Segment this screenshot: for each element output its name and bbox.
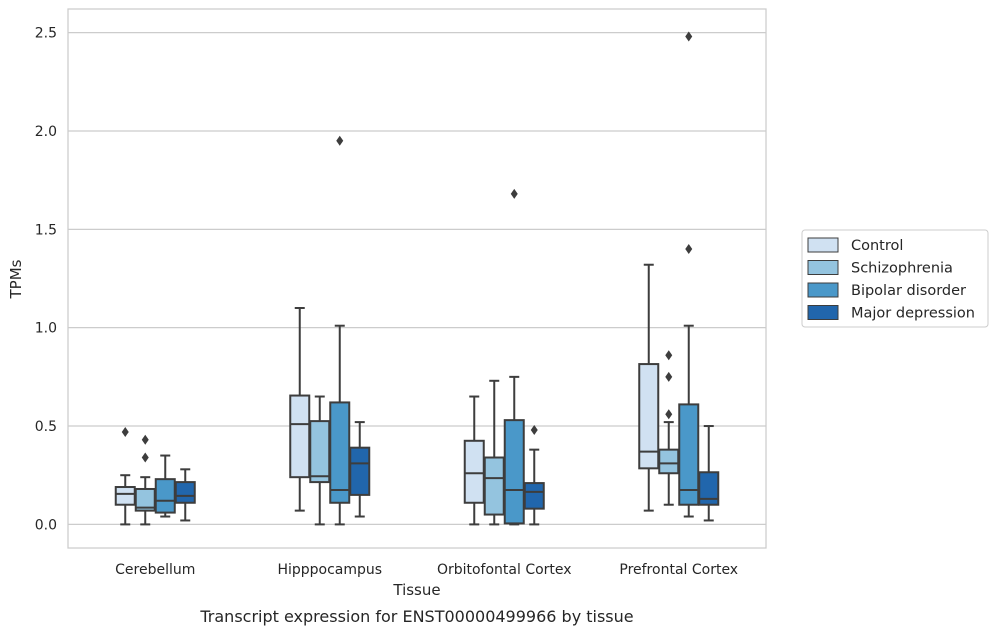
y-tick-label: 0.0 (35, 517, 57, 533)
box-control (638, 263, 660, 512)
y-tick-labels: 0.0 0.5 1.0 1.5 2.0 2.5 (35, 26, 57, 534)
box-body (309, 420, 331, 484)
outlier-marker (141, 434, 149, 445)
box-body (638, 363, 660, 470)
legend-label: Bipolar disorder (851, 283, 966, 299)
outlier-marker (665, 350, 673, 361)
box-body (463, 439, 485, 504)
outlier-marker (141, 452, 149, 463)
box-bipolar-disorder (154, 454, 176, 518)
outlier-marker (121, 426, 129, 437)
legend-frame (801, 229, 989, 328)
outlier-marker (510, 188, 518, 199)
box-body (114, 486, 136, 506)
outlier-marker (685, 243, 693, 254)
legend-swatch (807, 237, 839, 253)
legend-label: Schizophrenia (851, 261, 953, 277)
outlier-marker (665, 409, 673, 420)
x-tick-label: Hipppocampus (277, 562, 382, 578)
box-control (114, 426, 136, 526)
outlier-marker (665, 371, 673, 382)
x-axis-title: Tissue (392, 581, 440, 599)
box-body (289, 394, 311, 479)
box-bipolar-disorder (678, 31, 700, 518)
box-body (523, 482, 545, 510)
box-body (154, 478, 176, 514)
outlier-marker (336, 135, 344, 146)
legend-label: Major depression (851, 306, 975, 322)
y-tick-label: 2.0 (35, 124, 57, 140)
x-tick-label: Cerebellum (115, 562, 195, 578)
plot-frame (67, 8, 767, 549)
box-body (678, 403, 700, 506)
box-body (349, 446, 371, 496)
y-tick-label: 0.5 (35, 419, 57, 435)
box-major-depression (523, 424, 545, 526)
legend-swatch (807, 282, 839, 298)
box-schizophrenia (658, 350, 680, 506)
legend-swatch (807, 260, 839, 275)
legend-label: Control (851, 238, 903, 254)
box-control (463, 395, 485, 526)
y-tick-label: 1.0 (35, 321, 57, 337)
y-tick-label: 1.5 (35, 222, 57, 238)
box-major-depression (698, 425, 720, 522)
box-bipolar-disorder (503, 188, 525, 526)
box-bipolar-disorder (329, 135, 351, 526)
y-axis-title: TPMs (7, 259, 25, 299)
y-tick-label: 2.5 (35, 26, 57, 42)
box-body (174, 481, 196, 504)
box-body (503, 419, 525, 525)
box-major-depression (174, 468, 196, 522)
box-body (698, 471, 720, 506)
box-body (483, 456, 505, 516)
legend: Control Schizophrenia Bipolar disorder Majo… (801, 229, 989, 328)
box-body (329, 401, 351, 504)
x-tick-labels: Cerebellum Hipppocampus Orbitofontal Corte… (115, 562, 738, 578)
legend-swatch (807, 305, 839, 320)
chart-caption: Transcript expression for ENST0000049996… (199, 607, 633, 626)
x-tick-label: Prefrontal Cortex (619, 562, 738, 578)
outlier-marker (530, 424, 538, 435)
box-groups (114, 31, 720, 526)
x-tick-label: Orbitofontal Cortex (437, 562, 572, 578)
outlier-marker (685, 31, 693, 42)
box-schizophrenia (134, 434, 156, 526)
box-body (658, 448, 680, 475)
box-major-depression (349, 421, 371, 518)
gridlines (68, 31, 766, 526)
